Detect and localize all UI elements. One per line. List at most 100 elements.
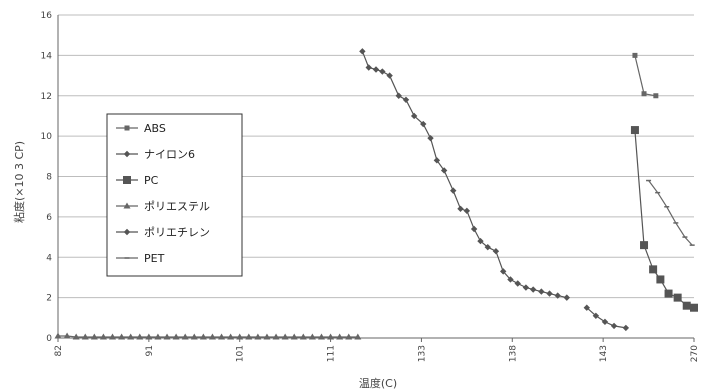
series-line (634, 130, 695, 309)
marker-diamond (433, 157, 441, 164)
marker-triangle (154, 333, 162, 340)
series-ポリエステル (54, 332, 362, 340)
series-ABS (632, 52, 659, 99)
marker-diamond (592, 312, 600, 319)
y-tick-label: 12 (41, 92, 52, 102)
marker-square (690, 303, 698, 312)
marker-triangle (199, 333, 207, 340)
x-tick-label: 270 (690, 345, 700, 362)
x-tick-label: 143 (599, 345, 609, 362)
marker-diamond (420, 120, 427, 128)
marker-triangle (281, 333, 289, 340)
marker-diamond (554, 292, 561, 299)
marker-triangle (290, 333, 298, 340)
marker-square (649, 265, 658, 274)
marker-diamond (522, 284, 530, 291)
marker-triangle (54, 332, 62, 339)
marker-diamond (123, 150, 131, 158)
marker-diamond (427, 134, 434, 142)
legend-label: ポリエステル (144, 200, 210, 213)
marker-diamond (500, 268, 507, 275)
x-tick-label: 133 (417, 345, 427, 362)
series-line (634, 55, 656, 97)
marker-diamond (470, 225, 478, 233)
legend-label: PC (144, 174, 159, 187)
legend-label: PET (144, 252, 165, 265)
legend-label: ポリエチレン (144, 226, 210, 239)
marker-triangle (163, 333, 171, 340)
y-tick-label: 6 (46, 213, 52, 223)
marker-diamond (450, 187, 457, 194)
marker-square (641, 91, 647, 97)
marker-diamond (457, 205, 464, 212)
marker-diamond (563, 294, 570, 301)
marker-triangle (254, 333, 262, 340)
marker-diamond (538, 288, 545, 295)
marker-triangle (81, 333, 89, 340)
x-tick-label: 101 (236, 345, 246, 362)
marker-square (653, 93, 659, 99)
marker-diamond (529, 286, 537, 293)
legend-box (106, 113, 243, 277)
marker-triangle (299, 333, 307, 340)
y-tick-label: 0 (46, 334, 52, 344)
marker-triangle (109, 333, 117, 340)
marker-diamond (484, 243, 491, 251)
series-PC (630, 126, 698, 312)
x-tick-label: 82 (54, 345, 64, 356)
marker-diamond (507, 276, 514, 283)
x-axis-title: 温度(C) (359, 376, 397, 390)
x-tick-label: 111 (327, 345, 337, 362)
marker-diamond (372, 66, 380, 73)
marker-diamond (123, 228, 131, 236)
series-line (648, 180, 693, 246)
series-line (361, 51, 567, 299)
marker-triangle (227, 333, 235, 340)
marker-diamond (440, 167, 448, 174)
marker-triangle (263, 333, 271, 340)
marker-triangle (181, 333, 189, 340)
series-ポリエチレン (583, 304, 630, 332)
series-PET (646, 179, 695, 246)
y-tick-label: 8 (46, 173, 52, 183)
marker-square (664, 289, 673, 298)
series-line (586, 307, 626, 329)
marker-triangle (123, 202, 131, 209)
marker-triangle (317, 333, 325, 340)
marker-diamond (402, 96, 410, 103)
marker-triangle (127, 333, 135, 340)
y-axis-title: 粘度(×10 3 CP) (12, 141, 26, 223)
marker-triangle (63, 332, 71, 339)
marker-diamond (410, 112, 418, 120)
marker-triangle (354, 333, 362, 340)
series-ナイロン6 (359, 48, 570, 301)
y-tick-label: 4 (46, 253, 52, 263)
marker-diamond (583, 304, 590, 311)
marker-square (123, 176, 131, 184)
marker-diamond (365, 64, 372, 71)
marker-square (682, 301, 691, 310)
marker-triangle (272, 333, 280, 340)
marker-triangle (336, 333, 344, 340)
marker-triangle (218, 333, 226, 340)
marker-diamond (386, 72, 393, 79)
y-tick-labels: 0 2 4 6 8 10 12 14 16 (41, 11, 53, 344)
marker-square (124, 125, 130, 131)
y-tick-label: 10 (41, 132, 53, 142)
marker-square (630, 126, 639, 135)
marker-diamond (463, 207, 471, 215)
marker-diamond (492, 247, 500, 255)
marker-square (640, 241, 649, 250)
series-line (58, 335, 358, 338)
marker-triangle (72, 333, 80, 340)
marker-diamond (622, 324, 630, 332)
marker-triangle (236, 333, 244, 340)
marker-square (632, 52, 638, 58)
x-tick-label: 138 (508, 345, 518, 362)
marker-square (673, 293, 682, 302)
marker-diamond (601, 318, 609, 326)
marker-diamond (477, 237, 484, 245)
marker-triangle (145, 333, 153, 340)
